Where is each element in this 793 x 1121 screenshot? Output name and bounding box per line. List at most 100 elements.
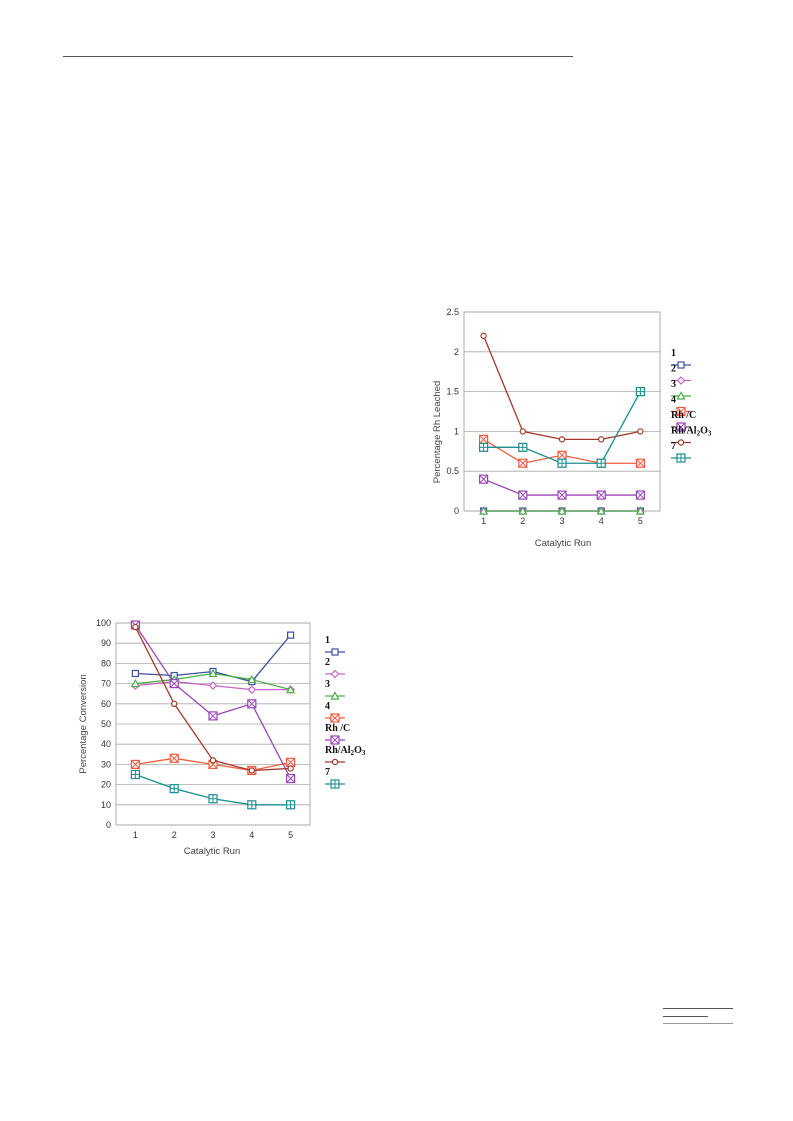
data-point — [286, 800, 296, 810]
header-rule — [63, 56, 573, 57]
data-point — [635, 490, 645, 500]
data-point — [635, 386, 645, 397]
legend-item-rh-al2o3: Rh/Al2O3 — [325, 745, 366, 766]
data-point — [518, 506, 528, 515]
legend-marker — [676, 422, 686, 432]
x-tick-label: 3 — [210, 830, 215, 840]
y-axis-title: Percentage Conversion — [78, 674, 89, 773]
data-point — [208, 711, 218, 721]
data-point — [208, 794, 218, 804]
legend-marker — [676, 376, 686, 385]
data-point — [478, 474, 489, 484]
x-tick-label: 2 — [172, 830, 177, 840]
grid-lines — [463, 311, 661, 512]
footer-rule-3 — [663, 1023, 733, 1024]
y-tick-label: 80 — [101, 658, 111, 668]
series-7 — [130, 769, 296, 810]
y-tick-label: 90 — [101, 638, 111, 648]
x-tick-label: 5 — [288, 830, 293, 840]
x-tick-label: 4 — [249, 830, 254, 840]
data-point — [247, 800, 257, 810]
legend-item-rh-c: Rh /C — [671, 410, 696, 432]
data-point — [557, 458, 567, 468]
data-point — [557, 490, 567, 500]
x-tick-label: 5 — [638, 516, 643, 526]
data-point — [169, 784, 179, 794]
data-point — [130, 769, 141, 780]
plot-frame — [463, 311, 661, 512]
data-point — [557, 450, 567, 460]
data-point — [247, 699, 257, 709]
x-tick-label: 2 — [520, 516, 525, 526]
data-point — [480, 332, 487, 340]
data-point — [132, 623, 139, 631]
y-tick-label: 0 — [454, 506, 459, 516]
data-point — [130, 759, 141, 769]
y-tick-label: 2.5 — [446, 307, 459, 317]
rh-leached-chart: 0 0.5 1 1.5 2 2.5 1 2 3 4 5 1 2 3 4 Rh /C Rh/Al2O3 7 Ca… — [432, 307, 712, 549]
series-lines — [478, 332, 645, 516]
y-tick-label: 0.5 — [446, 466, 459, 476]
data-point — [635, 458, 645, 468]
footer-rule-1 — [663, 1008, 733, 1009]
data-point — [170, 700, 178, 708]
data-point — [131, 669, 140, 678]
data-point — [478, 442, 489, 452]
data-point — [596, 490, 606, 500]
legend-marker — [331, 758, 339, 766]
y-axis-title: Percentage Rh Leached — [432, 381, 443, 483]
legend-item-2: 2 — [325, 657, 345, 679]
data-point — [557, 506, 567, 515]
x-axis-title: Catalytic Run — [535, 538, 592, 549]
y-axis-ticks: 0 0.5 1 1.5 2 2.5 — [446, 307, 459, 516]
series-line — [134, 624, 292, 779]
legend-label: Rh /C — [671, 410, 696, 421]
x-tick-label: 1 — [133, 830, 138, 840]
legend: 1 2 3 4 Rh /C Rh/Al2O3 7 — [671, 348, 712, 463]
legend-label: 1 — [671, 348, 676, 359]
data-point — [248, 767, 255, 774]
series-rh-al2o3 — [480, 332, 644, 443]
y-tick-label: 40 — [101, 739, 111, 749]
series-rh-c — [478, 474, 645, 500]
y-tick-label: 0 — [106, 820, 111, 830]
data-point — [286, 757, 296, 767]
legend-label: 3 — [325, 679, 330, 690]
legend-marker — [330, 691, 340, 700]
x-tick-label: 1 — [481, 516, 486, 526]
legend-marker — [330, 735, 340, 745]
legend-marker — [676, 406, 686, 417]
data-point — [286, 684, 296, 694]
x-tick-label: 4 — [599, 516, 604, 526]
y-tick-label: 20 — [101, 780, 111, 790]
data-point — [518, 442, 528, 452]
x-axis-title: Catalytic Run — [184, 846, 241, 857]
y-tick-label: 70 — [101, 679, 111, 689]
series-lines — [130, 620, 296, 810]
data-point — [287, 631, 295, 639]
data-point — [478, 434, 489, 444]
y-tick-label: 100 — [96, 618, 111, 628]
legend: 1 2 3 4 Rh /C Rh/Al2O3 7 — [325, 635, 366, 789]
legend-marker — [330, 669, 340, 679]
legend-label: 7 — [671, 441, 676, 452]
y-tick-label: 30 — [101, 759, 111, 769]
legend-item-rh-al2o3: Rh/Al2O3 — [671, 426, 712, 446]
y-tick-label: 1.5 — [446, 387, 459, 397]
data-point — [518, 458, 528, 468]
legend-marker — [676, 391, 686, 400]
legend-item-3: 3 — [671, 379, 691, 400]
legend-marker — [330, 713, 340, 723]
series-line — [134, 626, 291, 772]
legend-label: Rh/Al2O3 — [671, 426, 712, 438]
legend-item-3: 3 — [325, 679, 345, 700]
data-point — [247, 685, 257, 695]
x-tick-label: 3 — [559, 516, 564, 526]
series-7 — [478, 386, 645, 468]
data-point — [596, 458, 606, 468]
data-point — [287, 765, 294, 772]
legend-label: Rh /C — [325, 723, 350, 734]
data-point — [518, 490, 528, 500]
data-point — [558, 436, 566, 443]
legend-item-4: 4 — [325, 701, 345, 723]
